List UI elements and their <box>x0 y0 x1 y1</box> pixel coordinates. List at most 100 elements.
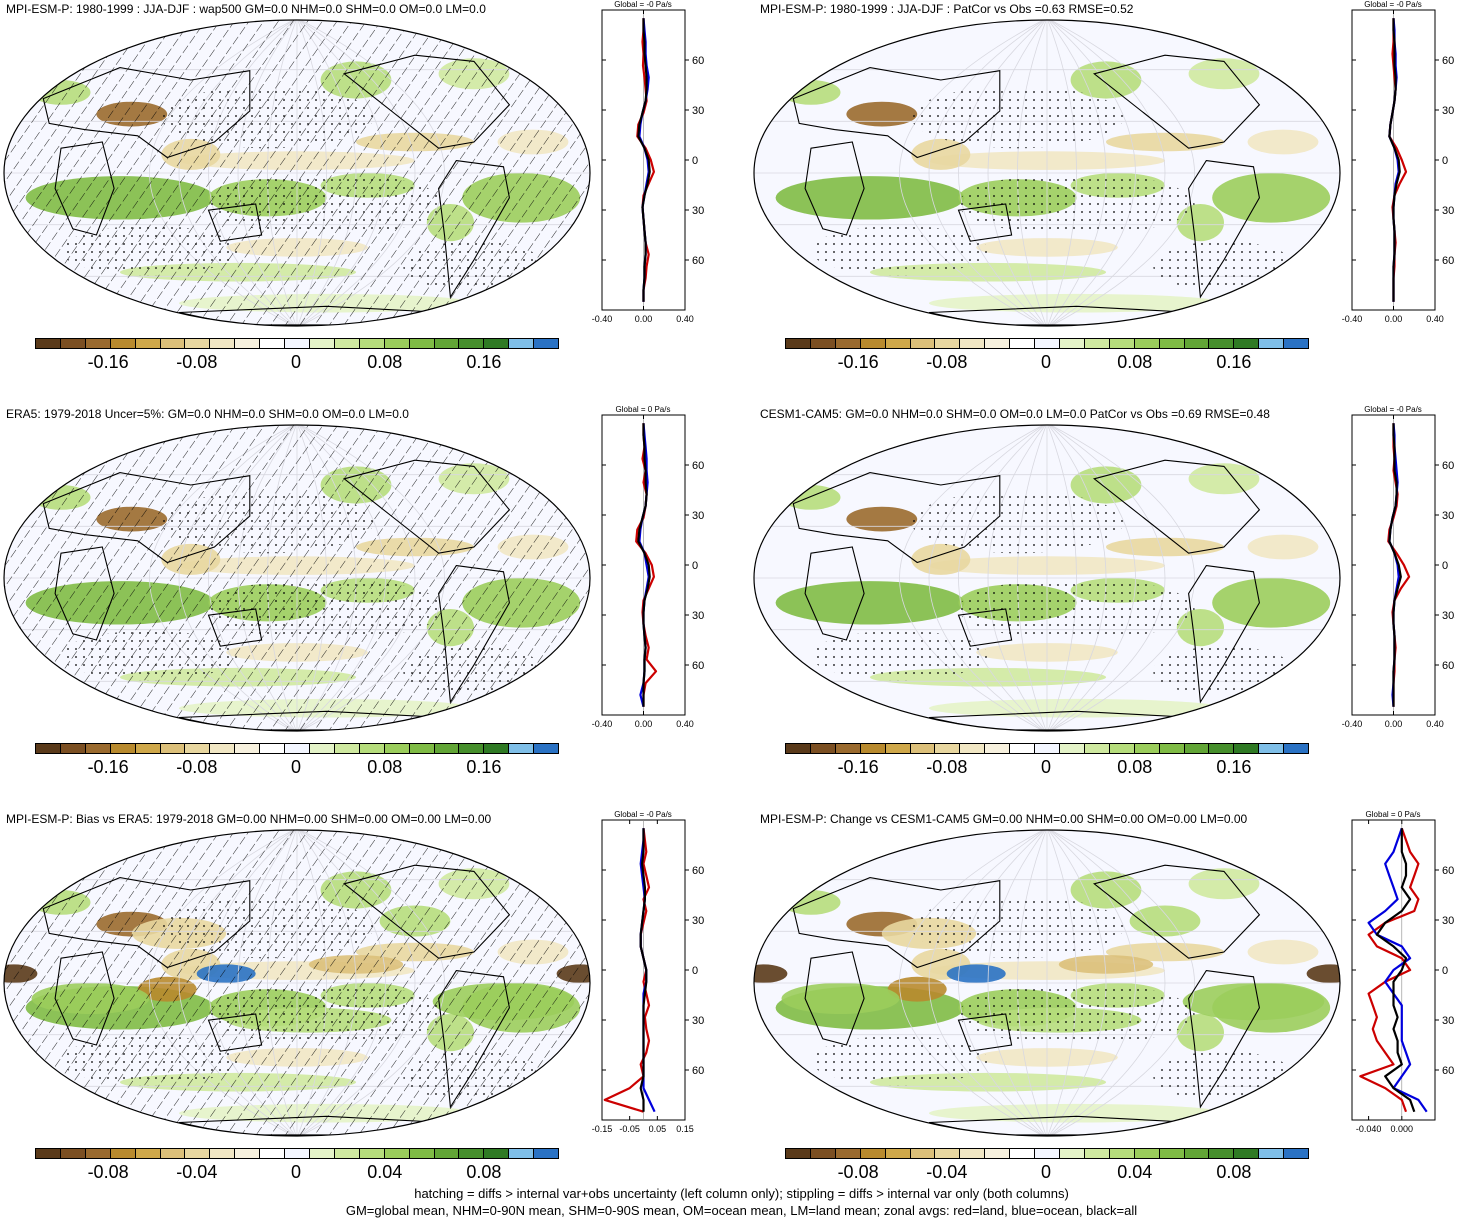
colorbar-swatch <box>309 744 335 753</box>
colorbar-swatch <box>1234 339 1260 348</box>
colorbar-swatch <box>509 744 535 753</box>
zonal-title: Global = 0 Pa/s <box>615 405 671 414</box>
colorbar-swatch <box>860 744 886 753</box>
colorbar-label: 0.08 <box>466 1162 502 1182</box>
colorbar-label: 0.08 <box>1216 1162 1252 1182</box>
colorbar-label: -0.08 <box>176 352 218 372</box>
colorbar-swatch <box>1109 744 1135 753</box>
colorbar-swatch <box>260 744 286 753</box>
lat-tick-label: 60S <box>692 1065 705 1077</box>
coastline <box>804 951 865 1046</box>
stippling <box>1153 241 1295 291</box>
colorbar-swatch <box>285 339 310 348</box>
colorbar-label: -0.16 <box>837 757 879 777</box>
zonal-series-all <box>637 423 651 707</box>
map <box>3 19 591 327</box>
coastline <box>1188 160 1260 299</box>
colorbar-swatch <box>1010 744 1036 753</box>
colorbar-swatch <box>459 744 485 753</box>
lat-tick-label: 60N <box>692 460 705 472</box>
field-region <box>1247 534 1319 560</box>
colorbar-swatch <box>534 1149 559 1158</box>
field-region <box>775 176 965 220</box>
colorbar-swatch <box>1184 1149 1210 1158</box>
colorbar-swatch <box>860 339 886 348</box>
lat-tick-label: 60S <box>692 660 705 672</box>
field-region <box>1106 132 1224 152</box>
lat-tick-label: 30N <box>1442 510 1455 522</box>
colorbar-swatch <box>135 1149 161 1158</box>
colorbar-swatch <box>1134 339 1160 348</box>
field-region <box>781 890 841 915</box>
colorbar-swatch <box>1259 1149 1285 1158</box>
colorbar-swatch <box>1109 339 1135 348</box>
zonal-title: Global = -0 Pa/s <box>1364 405 1422 414</box>
zonal-plot: 60N 30N 0 30S 60S -0.15 -0.05 0.05 0.15 <box>592 819 705 1134</box>
colorbar-swatch <box>960 744 986 753</box>
coastline <box>54 951 115 1046</box>
colorbar-swatch <box>1035 744 1060 753</box>
colorbar-swatch <box>786 744 811 753</box>
colorbar-swatch <box>1209 744 1235 753</box>
colorbar-swatch <box>334 339 360 348</box>
lat-tick-label: 30N <box>1442 915 1455 927</box>
colorbar-swatch <box>235 744 261 753</box>
panel-5: MPI-ESM-P: Bias vs ERA5: 1979-2018 GM=0.… <box>0 810 733 1210</box>
lat-tick-label: 60N <box>1442 865 1455 877</box>
colorbar-swatch <box>359 339 385 348</box>
colorbar-swatch <box>1284 339 1309 348</box>
colorbar-label: 0.08 <box>1117 352 1153 372</box>
field-region <box>929 293 1224 313</box>
colorbar-swatch <box>210 744 236 753</box>
colorbar-swatch <box>1010 1149 1036 1158</box>
lat-tick-label: 30S <box>692 1015 705 1027</box>
zonal-series-ocean <box>1367 827 1428 1113</box>
colorbar-swatch <box>285 1149 310 1158</box>
coastline <box>1188 970 1260 1109</box>
map-title: ERA5: 1979-2018 Uncer=5%: GM=0.0 NHM=0.0… <box>6 407 409 421</box>
colorbar-label: -0.08 <box>87 1162 129 1182</box>
field-region <box>1070 871 1142 909</box>
lat-tick-label: 30S <box>1442 610 1455 622</box>
colorbar-swatch <box>860 1149 886 1158</box>
stippling <box>911 491 1124 554</box>
lat-tick-label: 60N <box>692 865 705 877</box>
lat-tick-label: 60S <box>692 255 705 267</box>
field-region <box>1188 868 1260 900</box>
colorbar-swatch <box>885 1149 911 1158</box>
colorbar-swatch <box>60 744 86 753</box>
panel-2: MPI-ESM-P: 1980-1999 : JJA-DJF : PatCor … <box>750 0 1483 400</box>
stippling <box>958 578 1195 640</box>
colorbar-label: 0.04 <box>1117 1162 1153 1182</box>
lat-tick-label: 0 <box>692 155 698 167</box>
colorbar-swatch <box>1184 744 1210 753</box>
colorbar-swatch <box>260 1149 286 1158</box>
field-region <box>1070 466 1142 504</box>
colorbar-label: -0.08 <box>926 757 968 777</box>
colorbar-swatch <box>885 339 911 348</box>
zonal-series-all <box>639 828 648 1112</box>
lat-tick-label: 30N <box>692 105 705 117</box>
lat-tick-label: 0 <box>1442 965 1448 977</box>
field-region <box>1212 173 1331 223</box>
colorbar-swatch <box>484 1149 510 1158</box>
stippling <box>1153 1051 1295 1101</box>
zonal-series-all <box>1388 18 1401 302</box>
map <box>3 424 591 732</box>
field-region <box>781 983 900 1014</box>
hatching <box>4 830 590 1136</box>
lat-tick-label: 30S <box>692 205 705 217</box>
colorbar-label: 0 <box>1040 352 1052 372</box>
coastline <box>792 877 1001 969</box>
lat-tick-label: 60N <box>1442 55 1455 67</box>
colorbar-swatch <box>85 339 111 348</box>
colorbar-swatch <box>1109 1149 1135 1158</box>
colorbar-swatch <box>235 339 261 348</box>
zonal-series-land <box>1359 827 1420 1113</box>
x-tick-label: -0.40 <box>1342 314 1363 324</box>
colorbar-swatch <box>810 1149 836 1158</box>
colorbar-swatch <box>935 744 961 753</box>
coastline <box>1188 565 1260 704</box>
colorbar-label: 0 <box>1040 757 1052 777</box>
field-region <box>846 506 918 532</box>
